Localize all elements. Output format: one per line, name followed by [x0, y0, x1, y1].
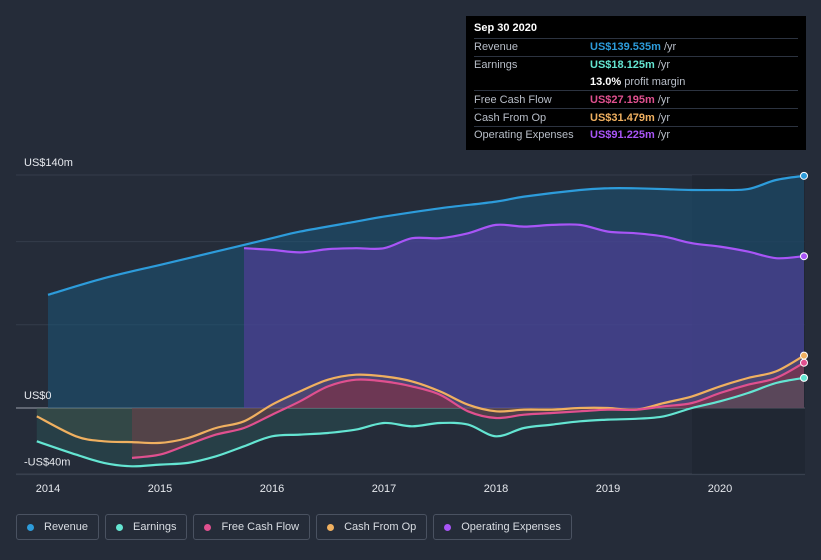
- legend: Revenue Earnings Free Cash Flow Cash From O…: [16, 514, 572, 540]
- y-tick-label: -US$40m: [24, 457, 70, 469]
- end-point-revenue: [800, 171, 808, 180]
- tooltip-value: US$31.479m: [590, 111, 655, 124]
- tooltip-label: Free Cash Flow: [474, 93, 552, 106]
- series-line-revenue: [47, 174, 805, 296]
- tooltip-value: US$139.535m: [590, 41, 661, 54]
- legend-dot-icon: [444, 523, 452, 531]
- series-line-earnings: [36, 376, 805, 468]
- end-point-operating-expenses: [800, 252, 808, 261]
- x-tick-label: 2018: [484, 483, 508, 495]
- legend-item-free-cash-flow[interactable]: Free Cash Flow: [193, 514, 311, 540]
- tooltip-row-earnings: Earnings US$18.125m/yr: [474, 55, 798, 74]
- tooltip-row-free-cash-flow: Free Cash Flow US$27.195m/yr: [474, 90, 798, 108]
- area-earnings: [36, 377, 805, 467]
- tooltip-label: Revenue: [474, 41, 519, 54]
- y-tick-label: US$140m: [24, 157, 73, 169]
- tooltip-value: US$18.125m: [590, 59, 655, 72]
- y-tick-label: US$0: [24, 390, 52, 402]
- x-tick-label: 2014: [36, 483, 60, 495]
- legend-dot-icon: [116, 523, 124, 531]
- tooltip-row-profit-margin: 13.0% profit margin: [474, 74, 798, 91]
- legend-label: Revenue: [44, 521, 89, 533]
- tooltip-row-revenue: Revenue US$139.535m/yr: [474, 38, 798, 56]
- series-line-operating-expenses: [243, 223, 805, 260]
- x-tick-label: 2016: [260, 483, 284, 495]
- tooltip-value: US$91.225m: [590, 129, 655, 142]
- area-operating-expenses: [244, 224, 804, 408]
- tooltip-value: 13.0%: [590, 75, 622, 88]
- legend-dot-icon: [27, 523, 34, 531]
- tooltip-label: Earnings: [474, 59, 518, 72]
- tooltip-unit: /yr: [657, 93, 671, 106]
- tooltip-unit: /yr: [657, 129, 671, 142]
- tooltip-unit: /yr: [663, 41, 677, 54]
- legend-label: Operating Expenses: [461, 521, 561, 533]
- tooltip-unit: profit margin: [624, 75, 686, 88]
- legend-item-cash-from-op[interactable]: Cash From Op: [316, 514, 428, 540]
- tooltip-label: Operating Expenses: [474, 129, 574, 142]
- end-point-cash-from-op: [800, 351, 808, 360]
- tooltip-date: Sep 30 2020: [474, 22, 537, 34]
- legend-label: Earnings: [133, 521, 177, 533]
- legend-item-revenue[interactable]: Revenue: [16, 514, 100, 540]
- series-line-free-cash-flow: [131, 361, 805, 459]
- x-tick-label: 2017: [372, 483, 396, 495]
- x-tick-label: 2015: [148, 483, 172, 495]
- tooltip-row-cash-from-op: Cash From Op US$31.479m/yr: [474, 108, 798, 126]
- legend-label: Cash From Op: [344, 521, 417, 533]
- tooltip-row-operating-expenses: Operating Expenses US$91.225m/yr: [474, 125, 798, 144]
- legend-dot-icon: [327, 523, 335, 531]
- series-line-cash-from-op: [36, 354, 805, 445]
- x-tick-label: 2019: [596, 483, 620, 495]
- legend-item-operating-expenses[interactable]: Operating Expenses: [433, 514, 572, 540]
- tooltip-label: Cash From Op: [474, 111, 547, 124]
- tooltip-unit: /yr: [657, 111, 671, 124]
- end-point-earnings: [800, 373, 808, 382]
- tooltip: Sep 30 2020 Revenue US$139.535m/yr Earning…: [466, 16, 806, 150]
- legend-label: Free Cash Flow: [221, 521, 300, 533]
- legend-item-earnings[interactable]: Earnings: [105, 514, 188, 540]
- end-point-free-cash-flow: [800, 358, 808, 367]
- tooltip-unit: /yr: [657, 59, 671, 72]
- legend-dot-icon: [204, 523, 212, 531]
- x-tick-label: 2020: [708, 483, 732, 495]
- tooltip-value: US$27.195m: [590, 93, 655, 106]
